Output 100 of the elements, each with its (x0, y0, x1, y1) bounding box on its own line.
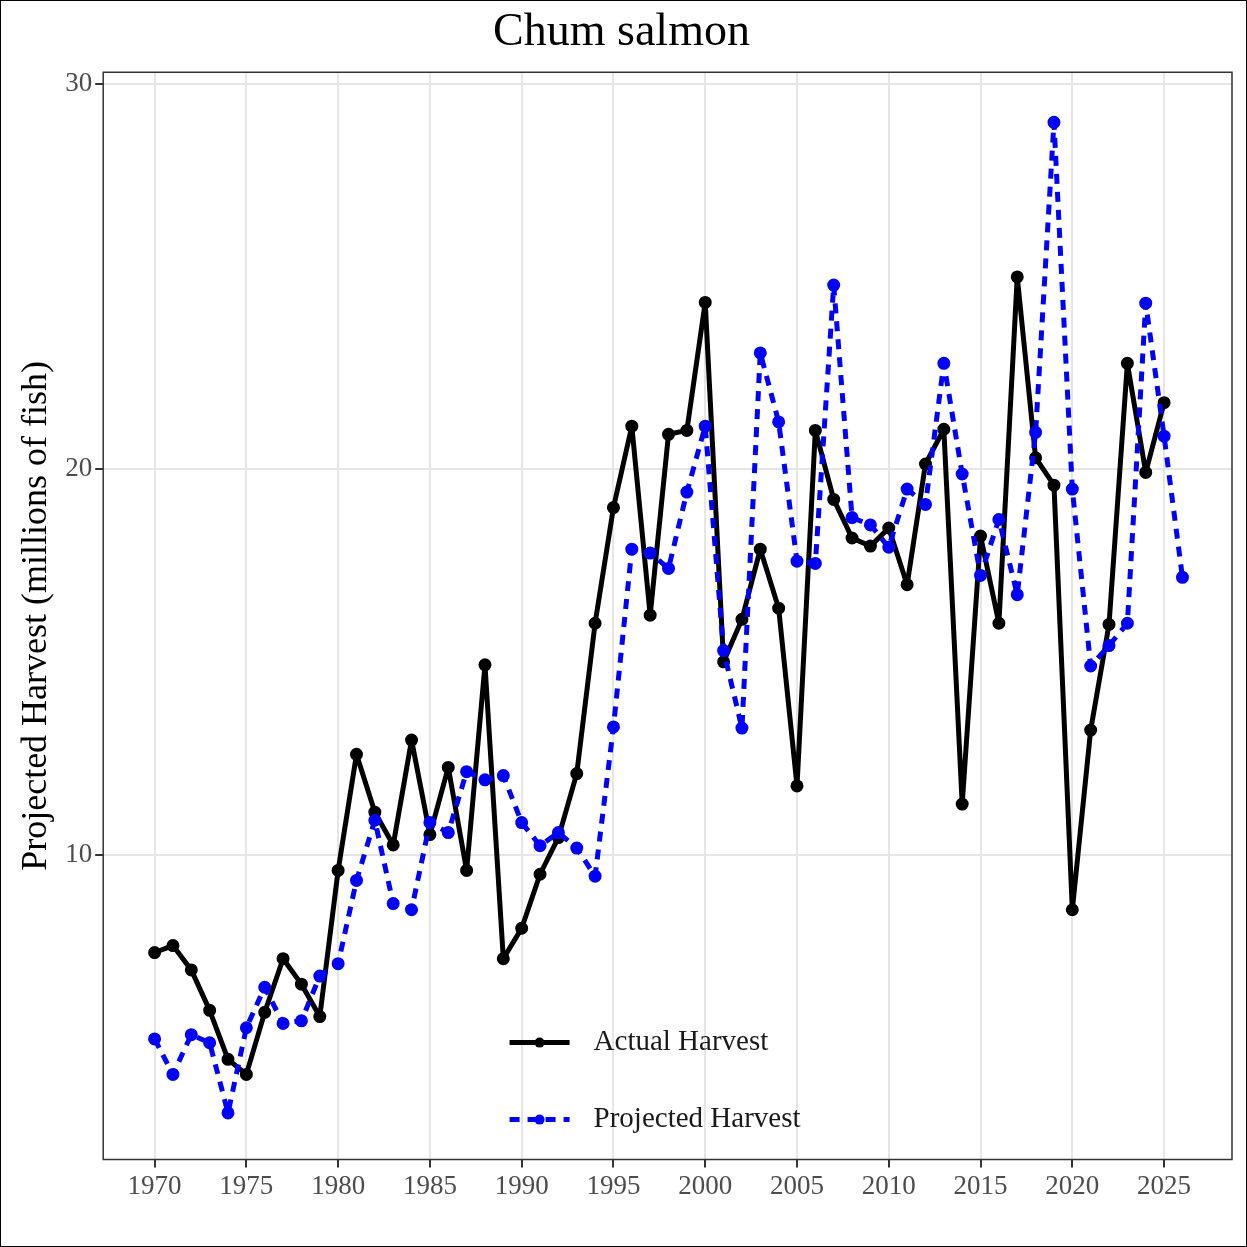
point (698, 419, 712, 433)
point (496, 952, 510, 966)
point (882, 521, 896, 535)
point (1157, 396, 1171, 410)
point (937, 422, 951, 436)
point (992, 513, 1006, 526)
x-tick-label: 2025 (1137, 1169, 1192, 1200)
point (680, 485, 694, 499)
x-tick-label: 1985 (402, 1169, 457, 1200)
legend-label: Projected Harvest (593, 1101, 801, 1134)
point (790, 779, 804, 793)
point (460, 863, 474, 877)
point (258, 1005, 272, 1019)
point (974, 568, 988, 582)
x-tick-label: 2015 (953, 1169, 1008, 1200)
point (1139, 296, 1153, 310)
point (184, 963, 198, 977)
point (808, 556, 822, 570)
point (662, 427, 676, 441)
point (570, 767, 584, 781)
x-tick-label: 1990 (494, 1169, 549, 1200)
point (606, 501, 620, 515)
point (900, 578, 914, 592)
point (423, 816, 437, 830)
point (753, 542, 767, 556)
point (331, 863, 345, 877)
point (478, 658, 492, 672)
point (1157, 429, 1171, 443)
point (239, 1021, 253, 1035)
point (882, 540, 896, 554)
point (515, 921, 529, 935)
point (845, 511, 859, 525)
legend-label: Actual Harvest (593, 1024, 769, 1057)
point (1010, 588, 1024, 602)
point (625, 419, 639, 433)
point (239, 1067, 253, 1081)
point (1065, 482, 1079, 496)
x-tick-label: 2010 (861, 1169, 916, 1200)
point (1102, 639, 1116, 653)
point (1120, 356, 1134, 370)
point (900, 482, 914, 496)
y-axis-title: Projected Harvest (millions of fish) (14, 360, 55, 871)
point (1175, 570, 1189, 584)
x-tick-label: 1970 (127, 1169, 182, 1200)
point (863, 539, 877, 553)
point (955, 467, 969, 481)
point (588, 869, 602, 883)
chart-title: Chum salmon (493, 3, 750, 55)
point (533, 839, 547, 853)
point (1139, 465, 1153, 479)
point (533, 867, 547, 881)
x-tick-label: 1975 (219, 1169, 274, 1200)
point (496, 769, 510, 783)
point (203, 1036, 217, 1050)
point (772, 601, 786, 615)
point (845, 531, 859, 545)
point (148, 1032, 162, 1046)
y-tick-label: 20 (65, 452, 93, 483)
point (827, 278, 841, 292)
point (680, 423, 694, 437)
point (184, 1028, 198, 1042)
point (276, 1016, 290, 1030)
point (863, 518, 877, 532)
point (753, 346, 767, 360)
point (698, 295, 712, 309)
point (790, 554, 804, 568)
point (166, 1067, 180, 1081)
point (148, 946, 162, 960)
x-tick-label: 2020 (1045, 1169, 1100, 1200)
point (955, 797, 969, 811)
point (203, 1003, 217, 1017)
point (974, 529, 988, 543)
point (1084, 723, 1098, 737)
point (313, 969, 327, 983)
point (625, 542, 639, 556)
point (460, 765, 474, 779)
point (735, 612, 749, 626)
point (606, 720, 620, 734)
y-tick-label: 10 (65, 838, 93, 869)
point (1047, 115, 1061, 129)
point (386, 897, 400, 911)
point (918, 497, 932, 511)
point (1029, 425, 1043, 439)
point (643, 608, 657, 622)
point (918, 457, 932, 471)
point (331, 957, 345, 971)
point (772, 415, 786, 429)
point (405, 903, 419, 917)
point (1102, 617, 1116, 631)
point (717, 644, 731, 658)
point (441, 826, 455, 840)
point (221, 1052, 235, 1066)
point (349, 747, 363, 761)
point (294, 1014, 308, 1028)
point (662, 561, 676, 575)
x-tick-label: 1980 (311, 1169, 366, 1200)
point (221, 1106, 235, 1120)
y-tick-label: 30 (65, 66, 93, 97)
point (313, 1010, 327, 1024)
point (349, 873, 363, 887)
